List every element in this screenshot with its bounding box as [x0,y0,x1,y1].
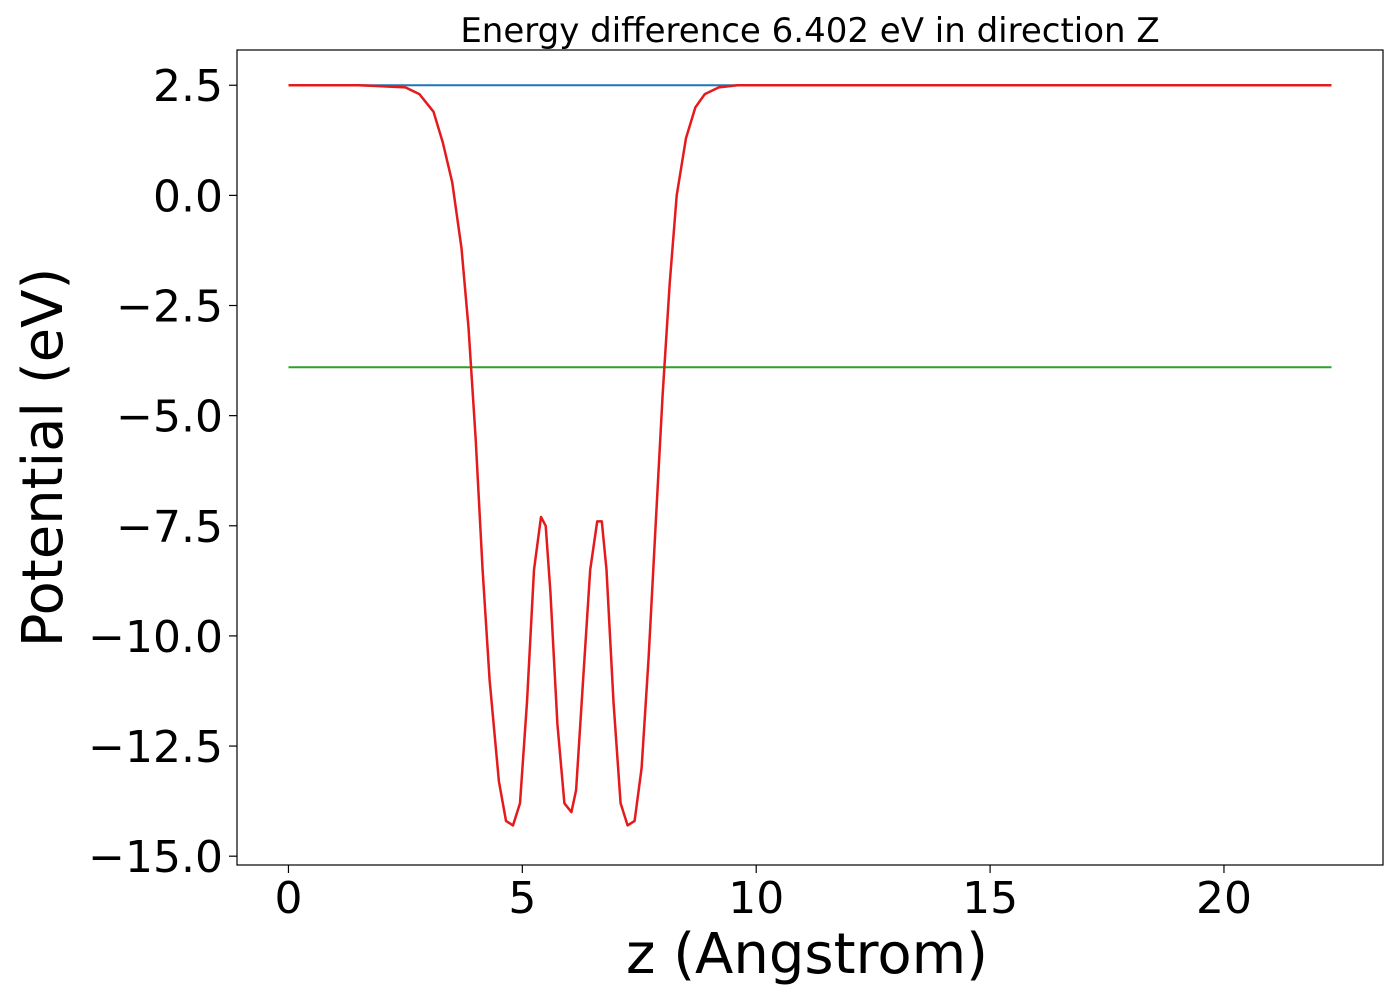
x-tick-label: 20 [1196,873,1252,924]
y-tick-label: −2.5 [116,282,223,333]
y-tick-label: −7.5 [116,502,223,553]
y-tick-label: 0.0 [153,171,223,222]
y-tick-label: −15.0 [88,832,223,883]
x-tick-label: 10 [728,873,784,924]
chart-title: Energy difference 6.402 eV in direction … [460,11,1159,51]
x-tick-label: 5 [508,873,536,924]
y-tick-label: −10.0 [88,612,223,663]
x-tick-label: 0 [274,873,302,924]
x-tick-label: 15 [962,873,1018,924]
y-axis-title: Potential (eV) [11,268,76,648]
series-line-3 [288,83,1332,827]
y-tick-label: −5.0 [116,392,223,443]
y-tick-label: −12.5 [88,722,223,773]
plot-frame [236,49,1384,866]
x-axis-title: z (Angstrom) [626,922,988,987]
y-tick-label: 2.5 [153,61,223,112]
